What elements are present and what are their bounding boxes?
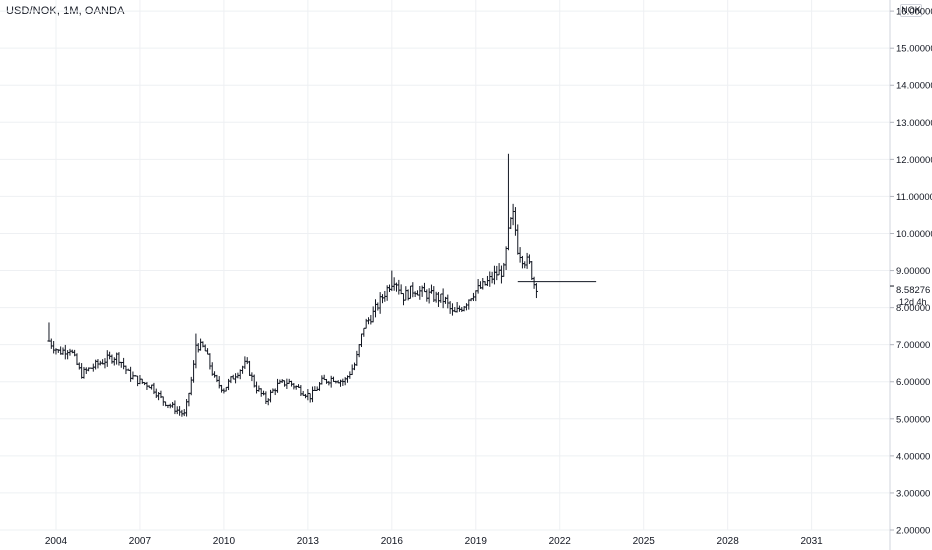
x-tick-label: 2004 (45, 536, 68, 547)
y-tick-label: 6.00000 (896, 377, 930, 388)
y-tick-label: 16.00000 (896, 7, 932, 18)
ohlc-bars (47, 153, 539, 417)
y-tick-label: 5.00000 (896, 414, 930, 425)
x-tick-label: 2031 (801, 536, 824, 547)
currency-badge[interactable]: NOK (900, 4, 922, 17)
y-tick-label: 2.00000 (896, 526, 930, 537)
y-tick-label: 8.00000 (896, 303, 930, 314)
x-axis-ticks: 2004 2007 2010 2013 2016 2019 2022 2025 2028 2031 (45, 536, 823, 547)
bar-countdown: 12d 4h (899, 297, 927, 307)
x-tick-label: 2013 (297, 536, 320, 547)
y-tick-label: 14.00000 (896, 81, 932, 92)
y-tick-label: 10.00000 (896, 229, 932, 240)
y-tick-label: 15.00000 (896, 44, 932, 55)
y-tick-label: 12.00000 (896, 155, 932, 166)
last-price-label: 8.58276 (896, 285, 931, 296)
x-tick-label: 2010 (213, 536, 236, 547)
y-tick-label: 9.00000 (896, 266, 930, 277)
x-tick-label: 2016 (381, 536, 404, 547)
y-tick-label: 3.00000 (896, 488, 930, 499)
y-tick-label: 4.00000 (896, 451, 930, 462)
y-tick-label: 11.00000 (896, 192, 932, 203)
x-tick-label: 2025 (633, 536, 656, 547)
x-tick-label: 2022 (549, 536, 572, 547)
y-tick-label: 7.00000 (896, 340, 930, 351)
y-tick-label: 13.00000 (896, 118, 932, 129)
x-tick-label: 2028 (717, 536, 740, 547)
chart-grid (0, 0, 890, 531)
x-tick-label: 2019 (465, 536, 488, 547)
y-axis-ticks: 2.00000 3.00000 4.00000 5.00000 6.00000 7.000… (890, 7, 932, 537)
x-tick-label: 2007 (129, 536, 152, 547)
